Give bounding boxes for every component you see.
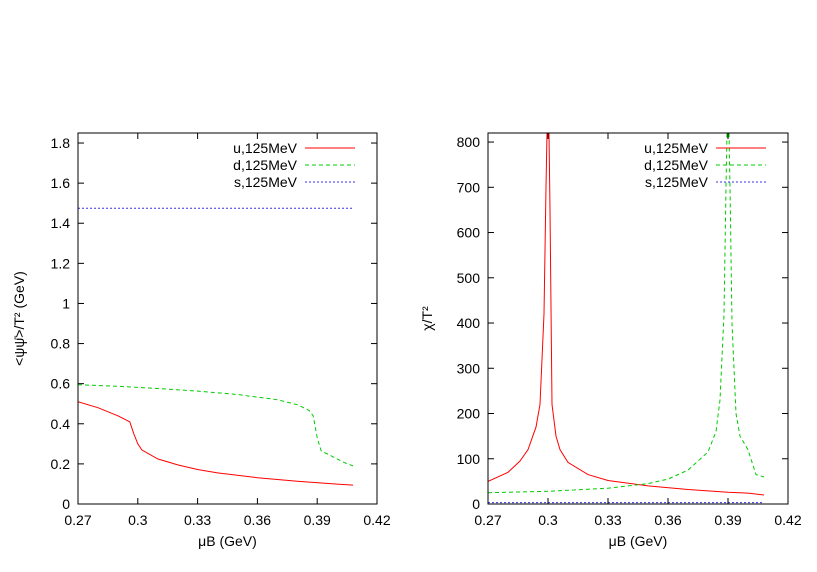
series-group xyxy=(488,133,765,504)
x-tick-label: 0.42 xyxy=(363,512,390,528)
x-tick-label: 0.42 xyxy=(774,512,801,528)
y-tick-label: 400 xyxy=(457,315,481,331)
x-tick-label: 0.36 xyxy=(654,512,681,528)
x-axis-label: μB (GeV) xyxy=(198,533,257,549)
y-tick-label: 300 xyxy=(457,360,481,376)
x-tick-label: 0.27 xyxy=(64,512,91,528)
y-tick-label: 500 xyxy=(457,270,481,286)
y-tick-label: 600 xyxy=(457,225,481,241)
y-tick-label: 0.2 xyxy=(51,456,71,472)
x-tick-label: 0.39 xyxy=(304,512,331,528)
legend-entry-label: s,125MeV xyxy=(234,174,298,190)
y-tick-label: 0.8 xyxy=(51,336,71,352)
chart-right: 0.27 0.3 0.33 0.36 0.39 0.42 0 100 200 300 400 500 6… xyxy=(419,132,802,549)
legend-entry-label: d,125MeV xyxy=(233,157,297,173)
x-axis-label: μB (GeV) xyxy=(609,533,668,549)
series-line-d-125mev xyxy=(78,384,354,467)
y-tick-label: 1 xyxy=(62,295,70,311)
series-line-u-125mev xyxy=(78,401,354,486)
y-tick-label: 1.8 xyxy=(51,135,71,151)
x-tick-label: 0.39 xyxy=(714,512,741,528)
x-tick-label: 0.3 xyxy=(128,512,148,528)
legend-entry-label: s,125MeV xyxy=(645,174,709,190)
y-tick-label: 200 xyxy=(457,406,481,422)
plot-frame xyxy=(487,132,789,505)
series-line-u-125mev xyxy=(488,133,765,496)
y-tick-label: 1.4 xyxy=(51,215,71,231)
y-tick-label: 800 xyxy=(457,134,481,150)
legend-entry-label: d,125MeV xyxy=(644,157,708,173)
x-tick-label: 0.27 xyxy=(474,512,501,528)
y-tick-label: 0.4 xyxy=(51,416,71,432)
y-tick-label: 0 xyxy=(472,496,480,512)
y-tick-label: 1.2 xyxy=(51,255,71,271)
y-tick-label: 100 xyxy=(457,451,481,467)
y-tick-label: 1.6 xyxy=(51,175,71,191)
y-axis-label: <ψψ̄>/T² (GeV) xyxy=(11,271,27,366)
plot-frame xyxy=(77,132,378,505)
y-tick-label: 0.6 xyxy=(51,376,71,392)
legend-entry-label: u,125MeV xyxy=(233,140,297,156)
y-axis-label: χ/T² xyxy=(419,306,435,331)
y-tick-label: 700 xyxy=(457,179,481,195)
x-tick-label: 0.36 xyxy=(244,512,271,528)
series-group xyxy=(78,207,354,486)
chart-left: 0.27 0.3 0.33 0.36 0.39 0.42 0 0.2 0.4 0.6 0.8 1 1.2… xyxy=(11,132,391,549)
x-tick-label: 0.3 xyxy=(538,512,558,528)
series-line-d-125mev xyxy=(488,133,765,494)
legend-entry-label: u,125MeV xyxy=(644,140,708,156)
y-tick-label: 0 xyxy=(62,496,70,512)
x-tick-label: 0.33 xyxy=(184,512,211,528)
x-tick-label: 0.33 xyxy=(594,512,621,528)
